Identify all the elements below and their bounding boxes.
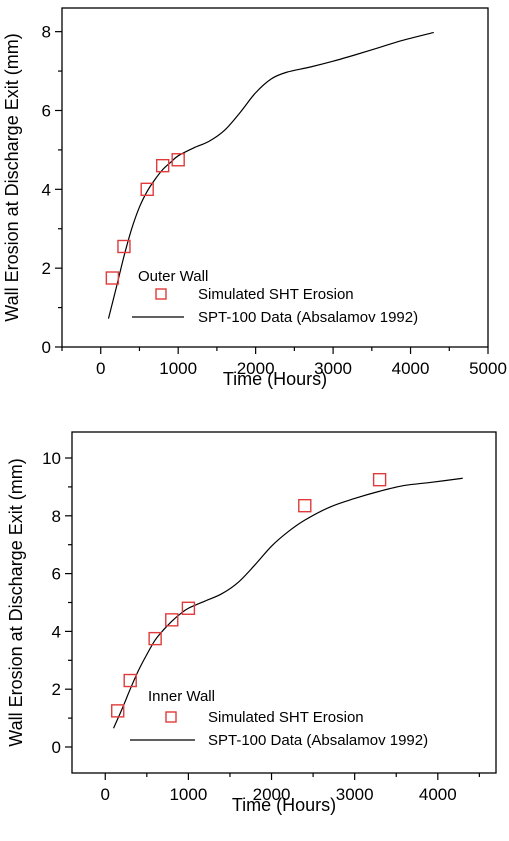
plot-frame: [61, 7, 489, 348]
x-axis-title: Time (Hours): [232, 795, 336, 815]
y-axis-title: Wall Erosion at Discharge Exit (mm): [6, 458, 26, 746]
y-tick-label: 2: [42, 259, 51, 278]
x-tick-label: 1000: [159, 359, 197, 378]
series-line-spt100: [107, 31, 434, 319]
data-point-simulated: [155, 158, 170, 173]
x-tick-label: 3000: [314, 359, 352, 378]
data-point-simulated: [148, 631, 162, 646]
legend-label-simulated: Simulated SHT Erosion: [198, 286, 354, 303]
legend-marker-swatch: [165, 711, 177, 723]
data-point-simulated: [117, 239, 131, 254]
x-tick-label: 5000: [469, 359, 507, 378]
x-axis-title: Time (Hours): [223, 369, 327, 389]
x-tick-label: 0: [96, 359, 105, 378]
chart-panel-2: 0 1000 2000 3000 4000 0 2 4 6 8 10 Time (Hours) Wall…: [6, 431, 497, 815]
legend-label-spt100: SPT-100 Data (Absalamov 1992): [208, 732, 428, 749]
y-tick-label: 8: [42, 23, 51, 42]
legend-marker-swatch: [155, 288, 167, 300]
y-tick-label: 2: [52, 680, 61, 699]
x-tick-label: 3000: [336, 785, 374, 804]
x-tick-label: 0: [101, 785, 110, 804]
y-tick-label: 10: [42, 449, 61, 468]
x-tick-label: 2000: [253, 785, 291, 804]
y-tick-label: 6: [52, 565, 61, 584]
y-tick-label: 8: [52, 507, 61, 526]
y-tick-label: 4: [42, 180, 51, 199]
data-point-simulated: [298, 498, 312, 513]
panel-label: Inner Wall: [148, 688, 215, 705]
y-tick-label: 4: [52, 622, 61, 641]
data-point-simulated: [171, 153, 185, 167]
data-point-simulated: [372, 472, 387, 487]
data-point-simulated: [105, 271, 120, 285]
x-tick-label: 1000: [169, 785, 207, 804]
panel-label: Outer Wall: [138, 268, 208, 285]
y-tick-label: 6: [42, 101, 51, 120]
series-line-spt100: [113, 477, 463, 729]
data-point-simulated: [111, 704, 125, 718]
legend-label-spt100: SPT-100 Data (Absalamov 1992): [198, 309, 418, 326]
data-point-simulated: [165, 613, 179, 627]
x-tick-label: 4000: [419, 785, 457, 804]
legend-label-simulated: Simulated SHT Erosion: [208, 709, 364, 726]
y-axis-title: Wall Erosion at Discharge Exit (mm): [2, 33, 22, 321]
y-tick-label: 0: [42, 338, 51, 357]
data-point-simulated: [140, 182, 154, 197]
x-tick-label: 4000: [392, 359, 430, 378]
y-tick-label: 0: [52, 738, 61, 757]
x-tick-label: 2000: [237, 359, 275, 378]
data-point-simulated: [123, 673, 137, 688]
data-point-simulated: [181, 601, 196, 615]
chart-panel-1: 0 1000 2000 3000 4000 5000 0 2 4 6 8 Time (Hours) Wa…: [2, 7, 507, 389]
